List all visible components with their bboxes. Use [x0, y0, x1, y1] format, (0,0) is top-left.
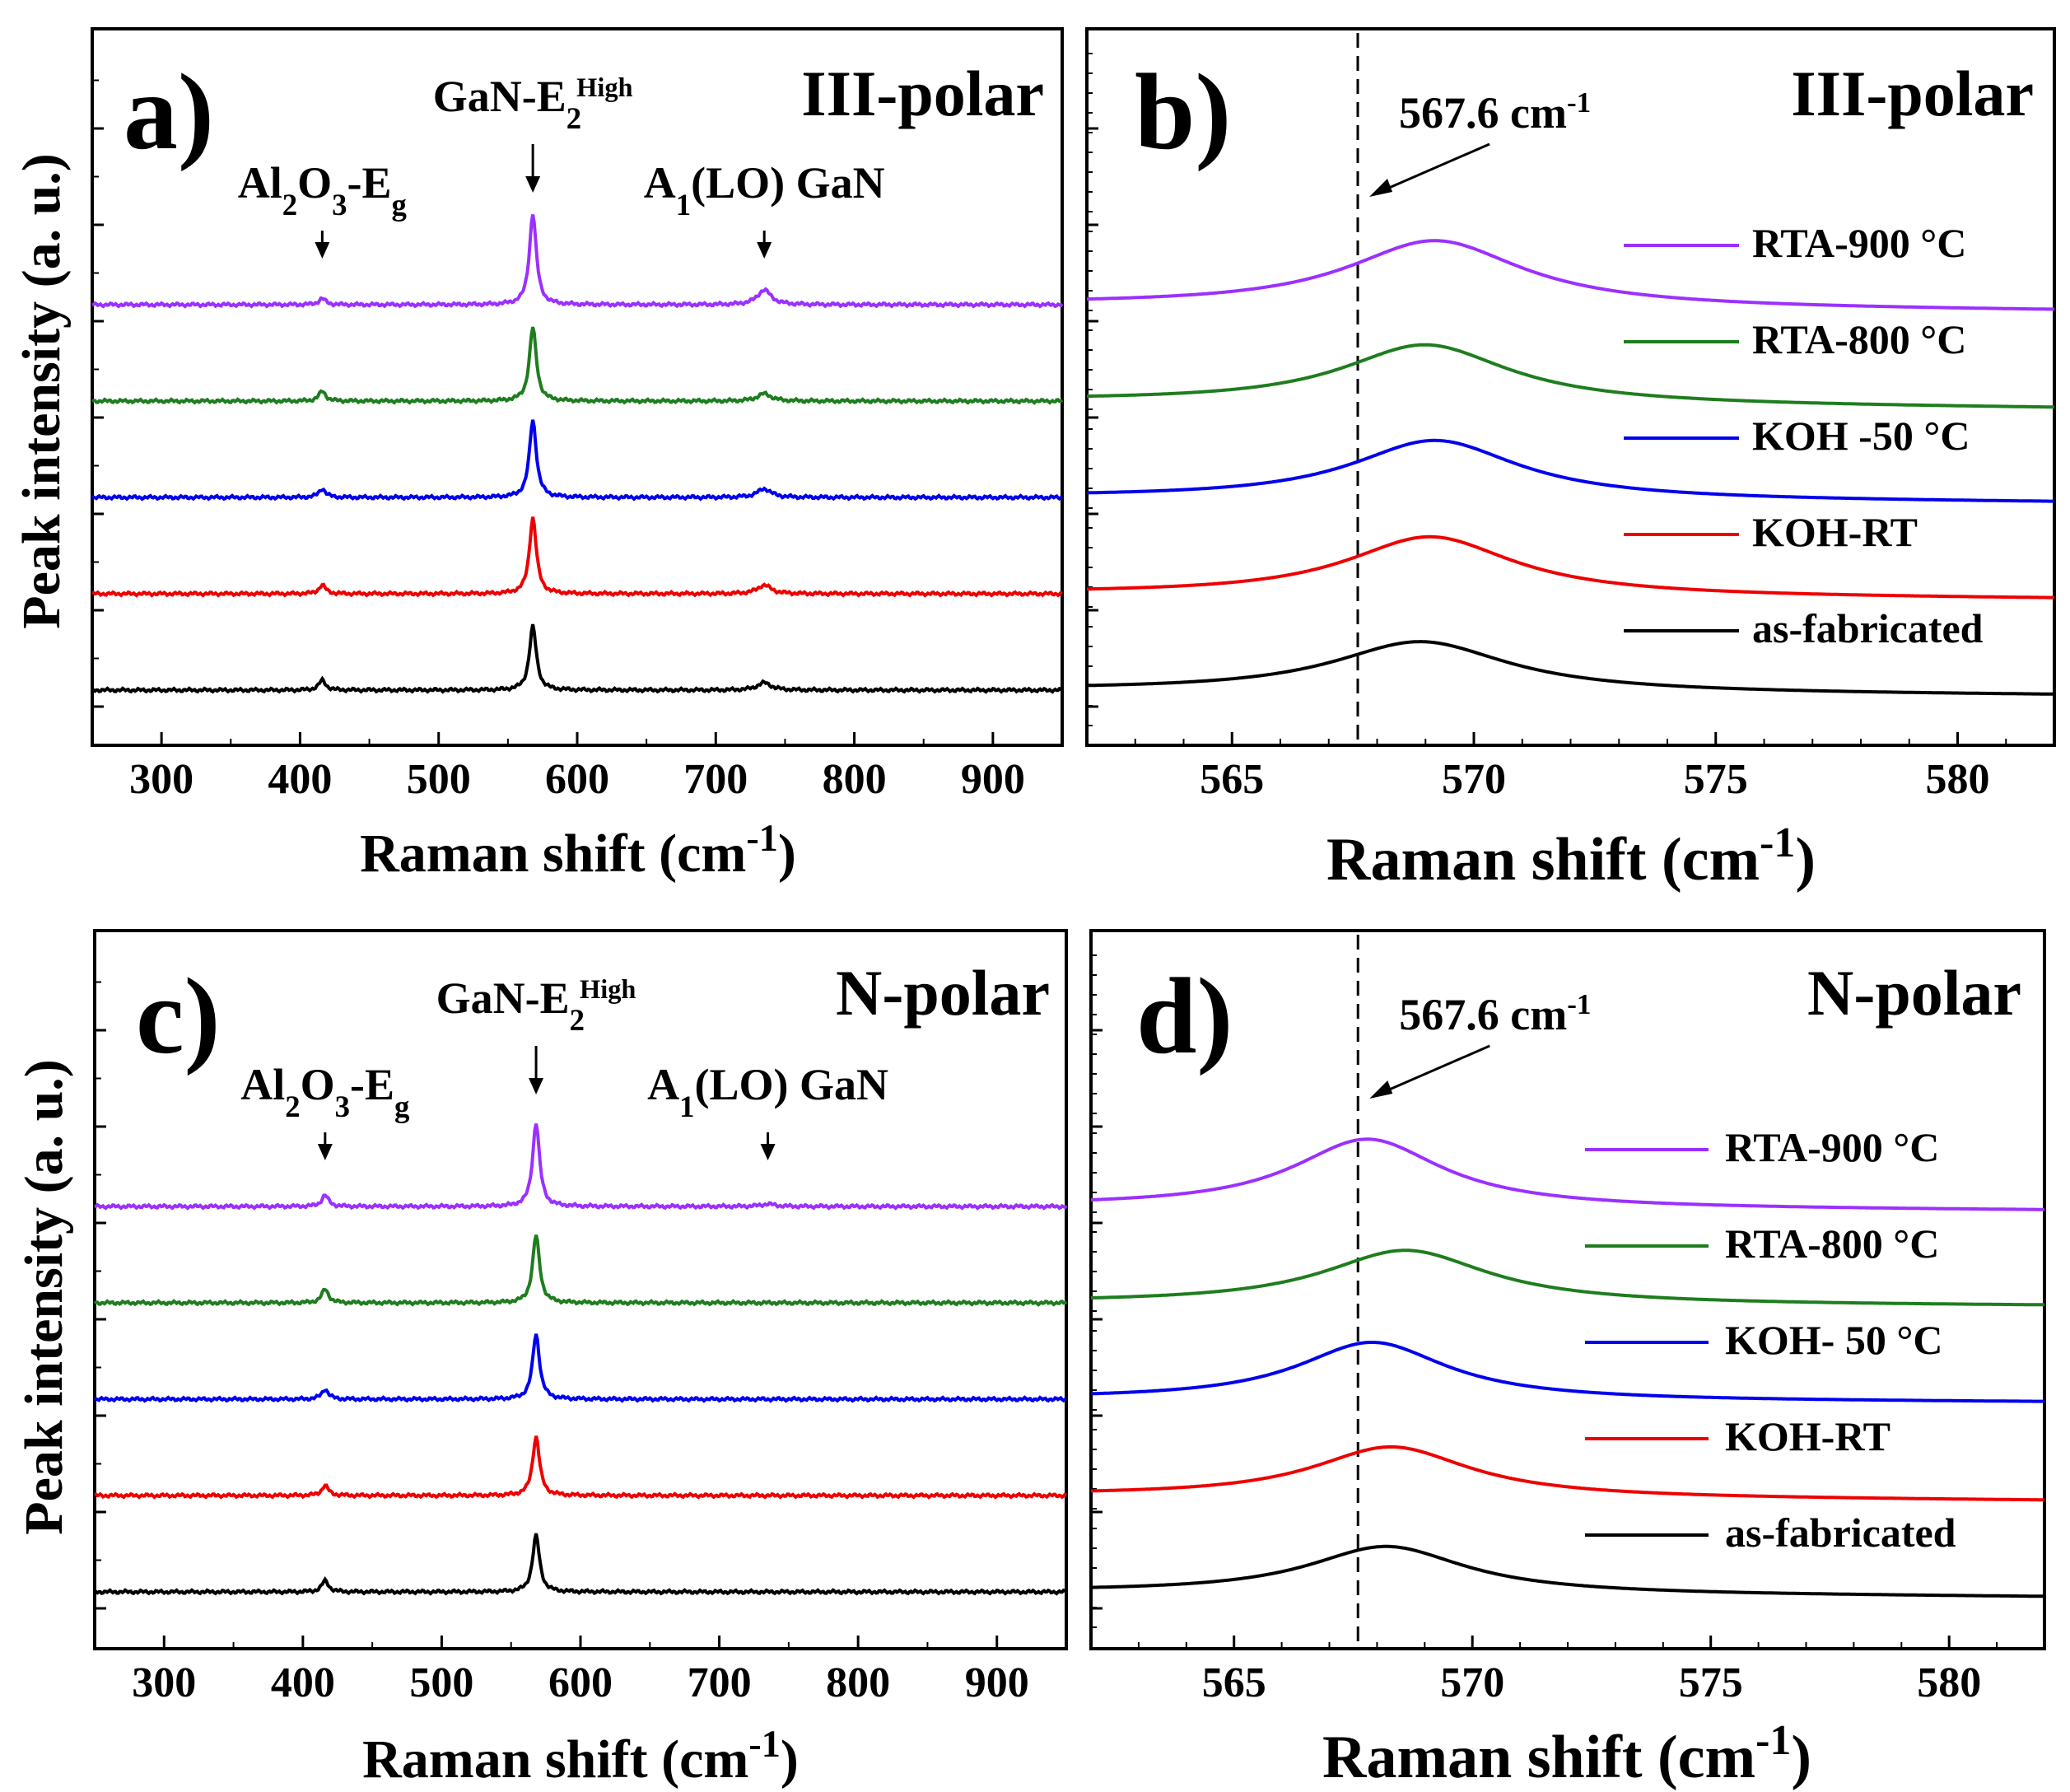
- x-tick-label: 580: [1917, 1659, 1981, 1706]
- legend-label: KOH-RT: [1725, 1413, 1891, 1459]
- reference-line-label: 567.6 cm-1: [1399, 86, 1591, 138]
- plot-frame: [93, 929, 1068, 1650]
- x-tick-label: 900: [961, 756, 1025, 803]
- series-line-as-fabricated: [1091, 1544, 2044, 1598]
- x-tick-label: 400: [271, 1659, 335, 1706]
- series-line-as-fabricated: [91, 623, 1064, 694]
- y-axis-label: Peak intensity (a. u.): [12, 153, 72, 629]
- series-line-rta-900-c: [1091, 1137, 2044, 1211]
- reference-arrowhead: [1369, 179, 1392, 197]
- series-line-koh-50-c: [1087, 438, 2054, 503]
- x-tick-label: 565: [1200, 756, 1264, 803]
- series-line-koh-rt: [1087, 534, 2055, 600]
- x-tick-label: 600: [548, 1659, 613, 1706]
- x-tick-label: 575: [1684, 756, 1748, 803]
- reference-arrow: [1375, 142, 1490, 195]
- peak-arrowhead: [760, 1144, 776, 1160]
- reference-line-label: 567.6 cm-1: [1399, 988, 1591, 1040]
- series-line-koh-50-c: [93, 1333, 1067, 1403]
- x-tick-label: 570: [1442, 756, 1506, 803]
- series-line-rta-900-c: [1087, 239, 2054, 311]
- x-tick-label: 800: [823, 756, 887, 803]
- legend-label: as-fabricated: [1752, 605, 1984, 651]
- legend-label: KOH- 50 °C: [1725, 1317, 1942, 1363]
- series-line-rta-800-c: [1087, 343, 2054, 409]
- polarity-label: III-polar: [801, 58, 1044, 129]
- peak-arrowhead: [529, 1078, 544, 1094]
- series-line-rta-800-c: [93, 1234, 1068, 1307]
- peak-annotation: Al2O3-Eg: [240, 1060, 409, 1123]
- x-tick-label: 400: [268, 756, 332, 803]
- x-tick-label: 800: [826, 1659, 890, 1706]
- series-line-rta-800-c: [91, 326, 1064, 405]
- x-tick-label: 700: [683, 756, 748, 803]
- panel-letter: b): [1135, 51, 1231, 172]
- x-tick-label: 900: [965, 1659, 1029, 1706]
- legend-label: RTA-900 °C: [1752, 220, 1966, 266]
- x-axis-label: Raman shift (cm-1): [362, 1723, 799, 1790]
- reference-arrow: [1375, 1044, 1490, 1097]
- panel-b: 565 570 575 580 Raman shift (cm-1) b) III-pola…: [1085, 27, 2056, 894]
- peak-arrowhead: [317, 1144, 333, 1160]
- panel-c: 300 400 500 600 700 800 900 Raman shift (cm-1) P…: [14, 929, 1068, 1790]
- legend-label: KOH-RT: [1752, 509, 1918, 555]
- legend-label: as-fabricated: [1725, 1510, 1956, 1556]
- x-axis-label: Raman shift (cm-1): [1326, 819, 1816, 894]
- panel-letter: a): [124, 51, 214, 172]
- legend-label: RTA-800 °C: [1725, 1220, 1939, 1267]
- series-line-rta-900-c: [91, 214, 1064, 309]
- series-line-koh-rt: [1091, 1444, 2044, 1502]
- reference-arrowhead: [1369, 1080, 1393, 1099]
- series-line-rta-800-c: [1091, 1248, 2044, 1307]
- x-axis-label: Raman shift (cm-1): [1322, 1717, 1811, 1792]
- peak-annotation: A1(LO) GaN: [647, 1060, 888, 1123]
- peak-annotation: A1(LO) GaN: [644, 158, 885, 222]
- x-tick-label: 500: [407, 756, 471, 803]
- x-tick-label: 700: [688, 1659, 752, 1706]
- x-tick-label: 300: [129, 756, 193, 803]
- series-line-koh-50-c: [1091, 1341, 2044, 1403]
- x-tick-label: 300: [132, 1659, 196, 1706]
- panel-letter: c): [136, 955, 221, 1076]
- peak-arrowhead: [525, 176, 541, 193]
- legend-label: RTA-900 °C: [1725, 1124, 1939, 1170]
- polarity-label: III-polar: [1791, 58, 2034, 129]
- series-line-as-fabricated: [93, 1533, 1068, 1596]
- series-line-koh-rt: [94, 1435, 1067, 1500]
- peak-annotation: GaN-E2High: [433, 72, 633, 135]
- polarity-label: N-polar: [836, 957, 1050, 1029]
- panel-letter: d): [1136, 955, 1233, 1076]
- panel-a: 300 400 500 600 700 800 900 Raman shift (cm-1) P…: [12, 27, 1064, 884]
- y-axis-label: Peak intensity (a. u.): [14, 1059, 74, 1535]
- legend-label: KOH -50 °C: [1752, 413, 1970, 459]
- series-line-koh-50-c: [91, 419, 1063, 502]
- series-line-as-fabricated: [1086, 640, 2054, 696]
- panel-d: 565 570 575 580 Raman shift (cm-1) d) N-polar 5…: [1089, 929, 2046, 1792]
- series-line-koh-rt: [91, 516, 1063, 598]
- peak-annotation: GaN-E2High: [436, 973, 636, 1037]
- x-tick-label: 570: [1440, 1659, 1504, 1706]
- x-tick-label: 575: [1679, 1659, 1743, 1706]
- plot-frame: [91, 27, 1064, 747]
- x-tick-label: 565: [1202, 1659, 1266, 1706]
- x-tick-label: 500: [409, 1659, 473, 1706]
- peak-arrowhead: [757, 242, 772, 259]
- peak-arrowhead: [315, 242, 330, 259]
- x-tick-label: 580: [1926, 756, 1990, 803]
- peak-annotation: Al2O3-Eg: [238, 158, 407, 222]
- x-tick-label: 600: [545, 756, 609, 803]
- polarity-label: N-polar: [1807, 957, 2021, 1029]
- series-line-rta-900-c: [94, 1123, 1068, 1211]
- legend-label: RTA-800 °C: [1752, 316, 1966, 362]
- x-axis-label: Raman shift (cm-1): [360, 817, 796, 884]
